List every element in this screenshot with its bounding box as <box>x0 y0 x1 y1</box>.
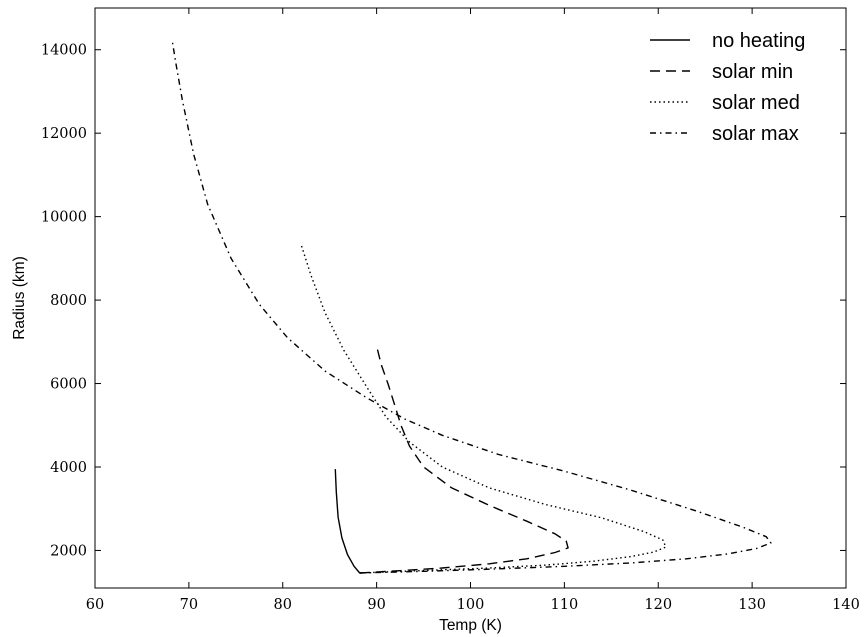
legend-label: solar min <box>712 61 793 83</box>
y-tick-label: 10000 <box>41 210 87 226</box>
series-line-solar-min <box>359 345 569 574</box>
y-tick-label: 12000 <box>41 126 87 142</box>
y-tick-label: 8000 <box>50 293 87 309</box>
series-line-solar-max <box>171 39 772 574</box>
x-tick-label: 100 <box>457 597 485 613</box>
series-line-solar-med <box>300 245 667 574</box>
legend: no heating solar min solar med solar max <box>650 30 805 145</box>
legend-label: no heating <box>712 30 805 52</box>
legend-label: solar med <box>712 92 800 114</box>
tick-layer: 60 70 80 90 100 110 120 130 140 2000 4000 6000 8000 1… <box>41 8 860 613</box>
y-axis-label: Radius (km) <box>11 256 28 340</box>
x-tick-label: 140 <box>832 597 860 613</box>
x-tick-label: 70 <box>180 597 198 613</box>
legend-label: solar max <box>712 123 799 145</box>
x-tick-label: 80 <box>274 597 292 613</box>
series-line-no-heating <box>334 469 361 574</box>
y-tick-label: 14000 <box>41 43 87 59</box>
x-tick-label: 60 <box>86 597 104 613</box>
x-tick-label: 90 <box>367 597 385 613</box>
x-tick-label: 110 <box>551 597 579 613</box>
x-tick-label: 130 <box>738 597 766 613</box>
x-axis-label: Temp (K) <box>439 617 502 634</box>
y-tick-label: 4000 <box>50 460 87 476</box>
y-tick-label: 2000 <box>50 543 87 559</box>
plot-frame <box>94 7 847 589</box>
series-layer <box>171 39 772 574</box>
y-tick-label: 6000 <box>50 377 87 393</box>
x-tick-label: 120 <box>644 597 672 613</box>
